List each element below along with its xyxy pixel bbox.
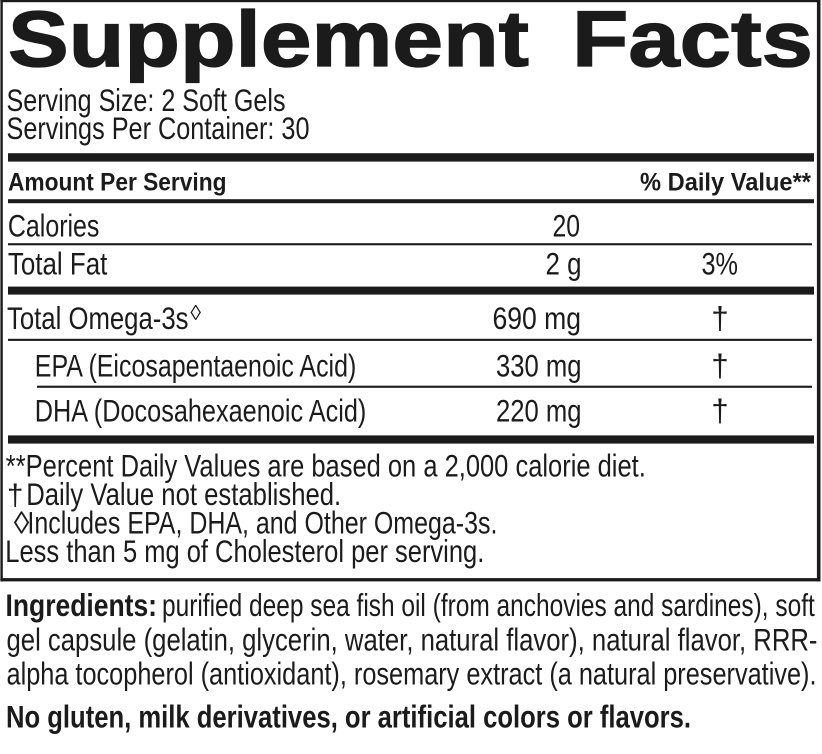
svg-text:Calories: Calories (8, 208, 100, 243)
svg-text:3%: 3% (701, 246, 738, 281)
svg-text:Total Omega-3s: Total Omega-3s (7, 301, 189, 336)
svg-text:330 mg: 330 mg (496, 349, 582, 384)
svg-text:2 g: 2 g (546, 246, 582, 281)
svg-text:Servings Per Container: 30: Servings Per Container: 30 (7, 111, 310, 146)
svg-text:20: 20 (553, 208, 581, 243)
svg-text:†: † (711, 301, 728, 336)
svg-text:alpha tocopherol (antioxidant): alpha tocopherol (antioxidant), rosemary… (7, 657, 817, 692)
svg-text:Includes EPA, DHA, and Other O: Includes EPA, DHA, and Other Omega-3s. (27, 505, 497, 540)
svg-text:Supplement: Supplement (8, 0, 529, 83)
svg-text:†: † (7, 479, 23, 512)
svg-text:Amount Per Serving: Amount Per Serving (8, 169, 227, 197)
svg-text:Serving Size: 2 Soft Gels: Serving Size: 2 Soft Gels (7, 83, 286, 118)
svg-text:DHA (Docosahexaenoic Acid): DHA (Docosahexaenoic Acid) (35, 394, 367, 429)
svg-text:†: † (711, 394, 728, 429)
svg-text:Less than 5 mg of Cholesterol: Less than 5 mg of Cholesterol per servin… (5, 534, 484, 569)
svg-text:◊: ◊ (190, 301, 201, 325)
svg-text:Daily Value not established.: Daily Value not established. (26, 477, 341, 512)
svg-text:220 mg: 220 mg (496, 394, 582, 429)
svg-text:purified deep sea fish oil (fr: purified deep sea fish oil (from anchovi… (162, 588, 815, 623)
svg-text:Facts: Facts (572, 0, 813, 83)
svg-text:EPA (Eicosapentaenoic Acid): EPA (Eicosapentaenoic Acid) (35, 349, 357, 384)
svg-text:Total Fat: Total Fat (8, 246, 108, 281)
svg-text:690 mg: 690 mg (493, 301, 582, 336)
svg-text:% Daily Value**: % Daily Value** (640, 169, 811, 197)
svg-text:gel capsule (gelatin, glycerin: gel capsule (gelatin, glycerin, water, n… (7, 623, 818, 658)
svg-text:†: † (711, 349, 728, 384)
svg-text:Ingredients:: Ingredients: (6, 588, 158, 623)
svg-text:**Percent Daily Values are bas: **Percent Daily Values are based on a 2,… (6, 448, 646, 483)
svg-text:No gluten, milk derivatives, o: No gluten, milk derivatives, or artifici… (6, 698, 691, 734)
svg-text:◊: ◊ (14, 505, 30, 540)
